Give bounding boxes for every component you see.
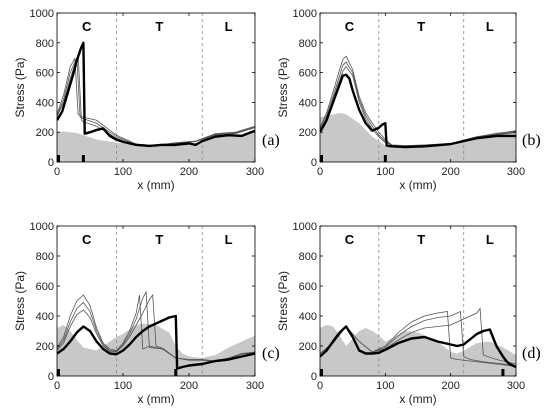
y-tick-label: 1000 [293,8,317,20]
x-tick-label: 200 [441,166,459,178]
x-tick-label: 100 [114,380,132,392]
panel-label: (b) [522,132,541,149]
region-label-C: C [82,232,92,247]
thin-series-2 [57,54,255,147]
region-label-L: L [486,232,494,247]
bold-series [320,73,516,149]
thin-series-1 [57,57,255,147]
position-marker-1 [174,369,178,376]
y-tick-label: 800 [299,38,317,50]
position-marker-1 [81,155,85,162]
y-tick-label: 0 [311,157,317,169]
panel-label: (c) [262,345,280,362]
x-tick-label: 0 [317,166,323,178]
region-label-C: C [82,19,92,34]
y-tick-label: 200 [36,127,54,139]
region-label-T: T [155,19,163,34]
position-marker-1 [383,155,387,162]
y-tick-label: 600 [299,68,317,80]
thin-series-2 [320,307,516,365]
x-tick-label: 300 [507,380,525,392]
panel-a: 0 200 400 600 800 1000 0 100 200 300 x (mm) Stress … [13,8,280,192]
y-axis-label: Stress (Pa) [276,271,290,331]
thin-series-1 [57,290,255,362]
region-label-T: T [417,19,425,34]
x-tick-label: 200 [180,166,198,178]
y-tick-label: 200 [299,341,317,353]
y-tick-label: 200 [36,341,54,353]
plot-area [320,226,516,376]
axes-frame [319,225,517,377]
region-label-C: C [345,232,355,247]
y-tick-label: 400 [36,311,54,323]
y-axis-label: Stress (Pa) [276,57,290,117]
y-tick-label: 1000 [30,221,54,233]
y-tick-label: 600 [299,281,317,293]
background-fill-area [57,323,255,376]
bold-series [57,314,255,370]
x-axis-label: x (mm) [137,392,174,406]
x-tick-label: 100 [114,166,132,178]
x-axis-label: x (mm) [137,178,174,192]
region-label-L: L [225,19,233,34]
y-tick-label: 0 [48,157,54,169]
thin-series-0 [57,57,255,147]
panel-b: 0 200 400 600 800 1000 0 100 200 300 x (mm) Stress … [276,8,541,192]
y-tick-label: 800 [36,38,54,50]
y-axis-label: Stress (Pa) [13,57,27,117]
panel-label: (d) [522,345,541,362]
plot-area [57,226,255,376]
x-tick-label: 100 [376,380,394,392]
bold-series [57,41,255,148]
y-tick-label: 800 [299,251,317,263]
y-tick-label: 400 [36,97,54,109]
region-label-C: C [345,19,355,34]
y-tick-label: 600 [36,281,54,293]
plot-area [57,13,255,162]
x-tick-label: 0 [317,380,323,392]
thin-series-2 [57,293,255,362]
position-marker-1 [501,369,505,376]
region-label-L: L [486,19,494,34]
y-tick-label: 400 [299,97,317,109]
x-axis-label: x (mm) [399,178,436,192]
x-tick-label: 0 [54,166,60,178]
panel-c: 0 200 400 600 800 1000 0 100 200 300 x (mm) Stress … [13,221,280,406]
plot-area [320,13,516,162]
axes-frame [56,12,256,163]
x-tick-label: 0 [54,380,60,392]
x-tick-label: 300 [507,166,525,178]
region-label-T: T [155,232,163,247]
axes-frame [319,12,517,163]
region-label-L: L [225,232,233,247]
y-tick-label: 600 [36,68,54,80]
y-tick-label: 800 [36,251,54,263]
x-tick-label: 200 [441,380,459,392]
background-fill-area [320,325,516,376]
position-marker-0 [320,155,323,162]
position-marker-0 [57,369,60,376]
y-tick-label: 1000 [293,221,317,233]
region-label-T: T [417,232,425,247]
y-tick-label: 0 [48,371,54,383]
y-axis-label: Stress (Pa) [13,271,27,331]
axes-frame [56,225,256,377]
position-marker-0 [320,369,323,376]
y-tick-label: 1000 [30,8,54,20]
background-fill-area [320,112,516,162]
y-tick-label: 200 [299,127,317,139]
position-marker-0 [57,155,60,162]
x-tick-label: 200 [180,380,198,392]
panel-d: 0 200 400 600 800 1000 0 100 200 300 x (mm) Stress … [276,221,541,406]
x-tick-label: 300 [246,380,264,392]
y-tick-label: 400 [299,311,317,323]
panel-label: (a) [262,132,280,149]
x-tick-label: 100 [376,166,394,178]
x-axis-label: x (mm) [399,392,436,406]
bold-series [320,325,516,369]
y-tick-label: 0 [311,371,317,383]
x-tick-label: 300 [246,166,264,178]
